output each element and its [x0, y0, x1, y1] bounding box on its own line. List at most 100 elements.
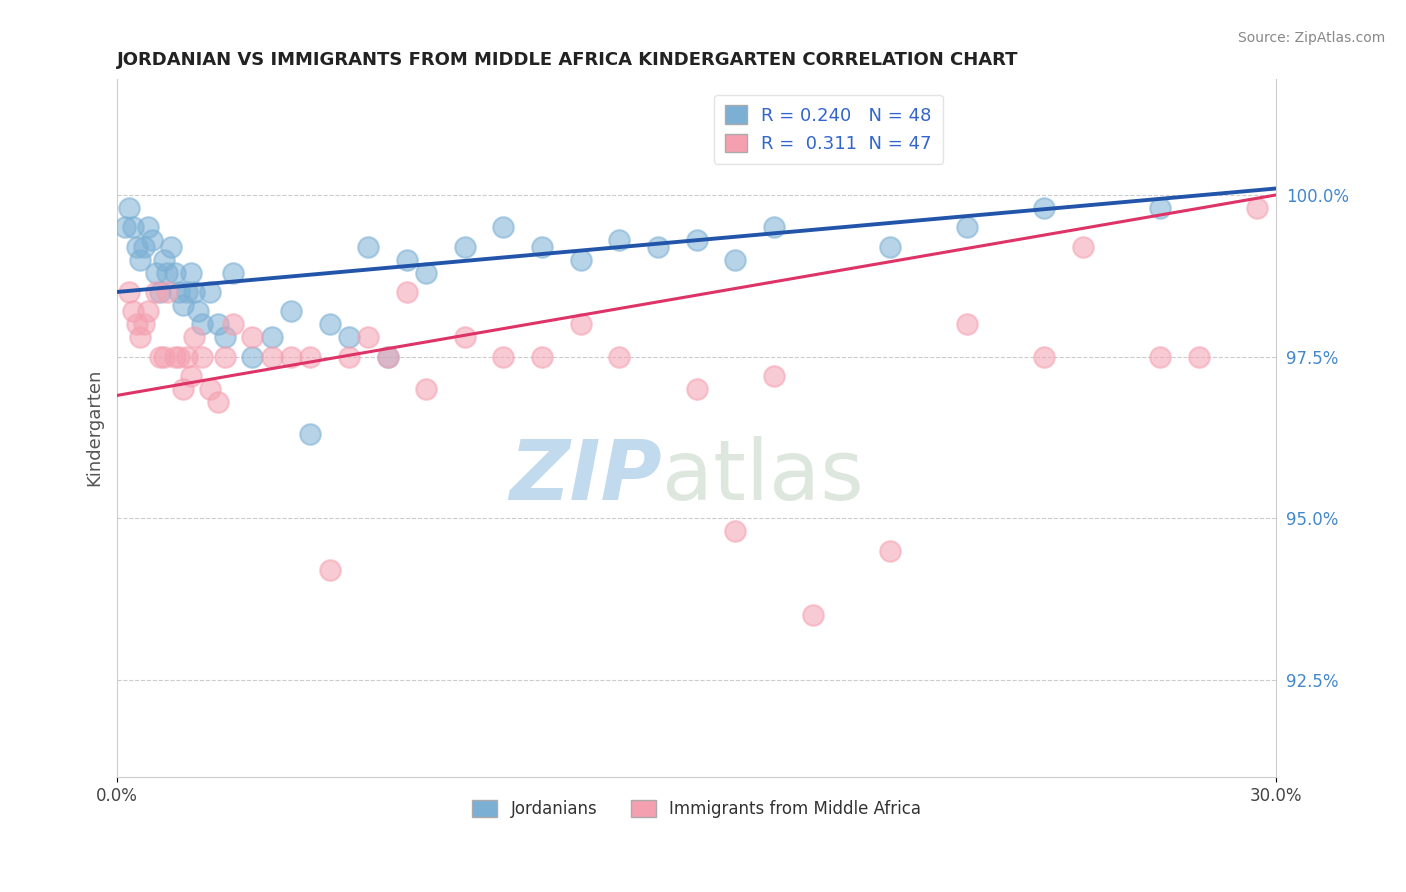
Point [531, 350, 554, 364]
Point [198, 285, 221, 299]
Point [492, 220, 515, 235]
Point [136, 220, 159, 235]
Point [337, 330, 360, 344]
Point [956, 318, 979, 332]
Point [337, 350, 360, 364]
Point [165, 350, 187, 364]
Point [121, 304, 143, 318]
Point [145, 266, 167, 280]
Point [1149, 350, 1171, 364]
Point [152, 252, 174, 267]
Y-axis label: Kindergarten: Kindergarten [86, 369, 103, 486]
Point [114, 220, 136, 235]
Point [187, 304, 209, 318]
Point [647, 240, 669, 254]
Point [118, 285, 141, 299]
Point [415, 382, 437, 396]
Point [222, 318, 245, 332]
Point [1033, 350, 1056, 364]
Point [762, 369, 785, 384]
Point [183, 330, 205, 344]
Point [183, 285, 205, 299]
Point [198, 382, 221, 396]
Point [1149, 201, 1171, 215]
Point [318, 318, 340, 332]
Point [129, 330, 152, 344]
Point [149, 350, 172, 364]
Point [149, 285, 172, 299]
Point [172, 298, 194, 312]
Point [1071, 240, 1094, 254]
Text: Source: ZipAtlas.com: Source: ZipAtlas.com [1237, 31, 1385, 45]
Point [492, 350, 515, 364]
Point [1188, 350, 1211, 364]
Point [136, 304, 159, 318]
Point [222, 266, 245, 280]
Point [415, 266, 437, 280]
Point [299, 427, 322, 442]
Point [214, 330, 236, 344]
Legend: Jordanians, Immigrants from Middle Africa: Jordanians, Immigrants from Middle Afric… [465, 793, 928, 824]
Point [191, 318, 214, 332]
Point [762, 220, 785, 235]
Point [454, 330, 477, 344]
Point [129, 252, 152, 267]
Point [569, 318, 592, 332]
Point [956, 220, 979, 235]
Point [167, 350, 190, 364]
Point [165, 266, 187, 280]
Point [377, 350, 399, 364]
Text: JORDANIAN VS IMMIGRANTS FROM MIDDLE AFRICA KINDERGARTEN CORRELATION CHART: JORDANIAN VS IMMIGRANTS FROM MIDDLE AFRI… [117, 51, 1019, 69]
Point [1033, 201, 1056, 215]
Point [176, 350, 198, 364]
Point [242, 350, 264, 364]
Point [531, 240, 554, 254]
Point [121, 220, 143, 235]
Point [145, 285, 167, 299]
Point [724, 252, 747, 267]
Point [242, 330, 264, 344]
Point [395, 285, 418, 299]
Point [260, 350, 283, 364]
Point [172, 382, 194, 396]
Point [180, 266, 202, 280]
Point [377, 350, 399, 364]
Point [569, 252, 592, 267]
Point [318, 563, 340, 577]
Point [141, 233, 163, 247]
Point [207, 395, 229, 409]
Text: ZIP: ZIP [509, 436, 662, 517]
Point [134, 240, 156, 254]
Point [685, 233, 707, 247]
Point [180, 369, 202, 384]
Point [152, 350, 174, 364]
Point [280, 304, 302, 318]
Point [156, 285, 179, 299]
Point [685, 382, 707, 396]
Point [395, 252, 418, 267]
Point [160, 240, 183, 254]
Point [125, 240, 148, 254]
Point [1246, 201, 1268, 215]
Point [260, 330, 283, 344]
Point [357, 240, 380, 254]
Point [214, 350, 236, 364]
Point [724, 524, 747, 538]
Point [454, 240, 477, 254]
Point [176, 285, 198, 299]
Point [280, 350, 302, 364]
Point [879, 543, 901, 558]
Point [801, 608, 824, 623]
Point [879, 240, 901, 254]
Point [357, 330, 380, 344]
Point [191, 350, 214, 364]
Point [167, 285, 190, 299]
Point [118, 201, 141, 215]
Point [609, 233, 631, 247]
Point [299, 350, 322, 364]
Point [207, 318, 229, 332]
Point [609, 350, 631, 364]
Point [134, 318, 156, 332]
Point [156, 266, 179, 280]
Point [125, 318, 148, 332]
